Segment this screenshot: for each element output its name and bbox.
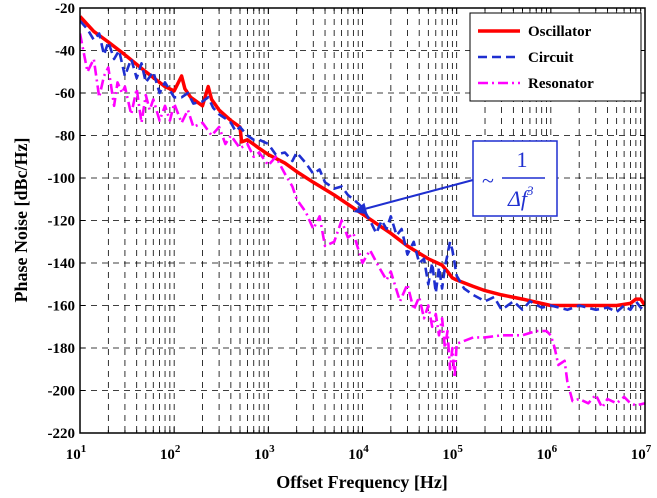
x-tick-base: 10	[631, 447, 646, 463]
tick-marks	[80, 7, 645, 434]
y-tick-label: -200	[48, 384, 76, 400]
series-line-oscillator	[80, 15, 645, 308]
x-tick-label: 106	[537, 443, 558, 463]
legend-label-circuit: Circuit	[528, 50, 574, 66]
x-tick-exponent: 1	[81, 443, 87, 455]
x-tick-base: 10	[160, 447, 175, 463]
y-tick-label: -220	[48, 426, 76, 442]
y-tick-label: -20	[55, 1, 75, 17]
x-tick-base: 10	[442, 447, 457, 463]
annotation-tilde: ~	[482, 168, 494, 193]
y-tick-label: -160	[48, 299, 76, 315]
y-tick-label: -40	[55, 44, 75, 60]
annotation-arrow	[365, 179, 474, 210]
series-line-circuit	[80, 19, 645, 314]
y-tick-label: -60	[55, 86, 75, 102]
x-tick-label: 105	[442, 443, 463, 463]
y-tick-label: -120	[48, 214, 76, 230]
x-tick-labels: 101 102 103 104 105 106 107	[66, 443, 652, 463]
series-line-resonator	[80, 33, 645, 409]
y-tick-label: -180	[48, 341, 76, 357]
x-tick-base: 10	[537, 447, 552, 463]
slope-annotation: ~ 1 Δf3	[353, 140, 558, 217]
legend-label-resonator: Resonator	[528, 76, 594, 92]
x-tick-label: 104	[348, 443, 369, 463]
x-tick-exponent: 2	[175, 443, 181, 455]
x-tick-exponent: 6	[552, 443, 558, 455]
x-tick-exponent: 7	[646, 443, 652, 455]
y-tick-label: -140	[48, 256, 76, 272]
y-tick-label: -100	[48, 171, 76, 187]
x-tick-label: 107	[631, 443, 652, 463]
x-tick-label: 101	[66, 443, 87, 463]
x-tick-base: 10	[348, 447, 363, 463]
annotation-numerator: 1	[517, 147, 528, 172]
annotation-exponent: 3	[526, 183, 534, 198]
x-tick-exponent: 4	[363, 443, 369, 455]
annotation-denominator: Δf3	[507, 183, 534, 211]
annotation-arrowhead	[353, 202, 368, 215]
y-tick-label: -80	[55, 129, 75, 145]
x-tick-label: 102	[160, 443, 181, 463]
y-tick-labels: -20 -40 -60 -80 -100 -120 -140 -160 -180 -200 -220	[48, 1, 76, 442]
x-axis-title: Offset Frequency [Hz]	[276, 472, 448, 492]
legend: Oscillator Circuit Resonator	[469, 12, 642, 102]
x-tick-label: 103	[254, 443, 275, 463]
x-tick-base: 10	[66, 447, 81, 463]
annotation-delta-f: Δf	[507, 186, 530, 211]
x-tick-exponent: 3	[269, 443, 275, 455]
y-axis-title: Phase Noise [dBc/Hz]	[11, 138, 31, 303]
series-group	[80, 15, 645, 409]
x-tick-exponent: 5	[457, 443, 463, 455]
x-tick-base: 10	[254, 447, 269, 463]
legend-label-oscillator: Oscillator	[528, 24, 592, 40]
